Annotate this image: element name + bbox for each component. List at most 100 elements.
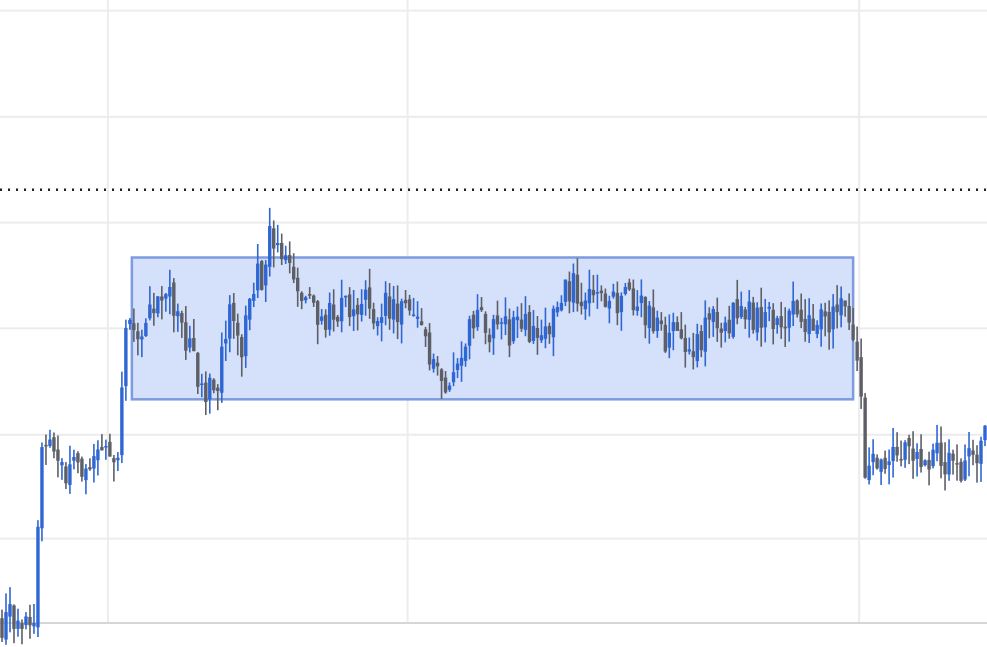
- candle-body: [931, 450, 934, 466]
- candle-body: [540, 335, 543, 340]
- candle-body: [664, 325, 667, 352]
- candle-body: [564, 279, 567, 301]
- candle-body: [148, 305, 151, 319]
- candle-body: [412, 315, 415, 317]
- candle-body: [68, 464, 71, 485]
- candle-body: [444, 378, 447, 393]
- candle-body: [500, 322, 503, 324]
- candle-body: [284, 255, 287, 260]
- candle-body: [436, 363, 439, 367]
- candle-body: [803, 319, 806, 332]
- candle-body: [552, 309, 555, 338]
- candle-body: [76, 453, 79, 462]
- candle-body: [384, 293, 387, 316]
- candle-body: [955, 463, 958, 465]
- candle-body: [875, 458, 878, 469]
- candle-body: [636, 306, 639, 310]
- candle-body: [831, 307, 834, 330]
- candle-body: [556, 307, 559, 312]
- candle-body: [352, 309, 355, 316]
- candle-body: [56, 450, 59, 461]
- candle-body: [871, 454, 874, 462]
- candle-body: [915, 452, 918, 459]
- candle-body: [124, 328, 127, 386]
- candle-body: [256, 264, 259, 291]
- candle-body: [608, 301, 611, 309]
- candle-body: [895, 447, 898, 456]
- candle-body: [468, 319, 471, 346]
- candle-body: [248, 299, 251, 320]
- candle-body: [744, 309, 747, 319]
- candle-body: [396, 304, 399, 322]
- candle-body: [80, 459, 83, 477]
- candle-body: [724, 323, 727, 332]
- candle-body: [740, 306, 743, 317]
- candle-body: [464, 347, 467, 361]
- candle-body: [807, 315, 810, 334]
- candle-body: [512, 317, 515, 341]
- candle-body: [927, 460, 930, 470]
- candle-body: [232, 303, 235, 321]
- candle-body: [584, 300, 587, 309]
- candle-body: [700, 331, 703, 350]
- candle-body: [839, 298, 842, 315]
- candle-body: [424, 329, 427, 336]
- candle-body: [732, 303, 735, 337]
- candle-body: [200, 384, 203, 386]
- candle-body: [428, 333, 431, 365]
- candle-body: [204, 383, 207, 402]
- candle-body: [404, 300, 407, 303]
- candle-body: [408, 299, 411, 310]
- candle-body: [348, 294, 351, 317]
- candle-body: [160, 296, 163, 300]
- candle-body: [891, 447, 894, 461]
- candle-body: [364, 290, 367, 300]
- candle-body: [416, 317, 419, 319]
- candle-body: [24, 616, 27, 625]
- candle-body: [164, 294, 167, 298]
- candle-body: [680, 329, 683, 338]
- candle-body: [528, 312, 531, 342]
- candle-body: [947, 453, 950, 475]
- candle-body: [16, 621, 19, 629]
- candle-body: [524, 314, 527, 330]
- candle-body: [484, 314, 487, 333]
- candle-body: [819, 309, 822, 329]
- candle-body: [979, 441, 982, 464]
- candle-body: [492, 319, 495, 338]
- candle-body: [776, 318, 779, 325]
- candle-body: [939, 443, 942, 466]
- candle-body: [604, 294, 607, 307]
- candle-body: [923, 460, 926, 465]
- candle-body: [728, 320, 731, 334]
- candle-body: [504, 316, 507, 324]
- candle-body: [332, 304, 335, 319]
- candle-body: [100, 447, 103, 450]
- candle-body: [296, 278, 299, 292]
- candle-body: [84, 469, 87, 481]
- candle-body: [28, 617, 31, 625]
- candle-body: [967, 448, 970, 456]
- candle-body: [696, 334, 699, 361]
- candle-body: [532, 326, 535, 341]
- candle-body: [280, 243, 283, 259]
- candle-body: [975, 455, 978, 464]
- candle-body: [176, 311, 179, 316]
- candle-body: [168, 287, 171, 297]
- candle-body: [344, 296, 347, 298]
- candle-body: [440, 369, 443, 381]
- candle-body: [692, 351, 695, 357]
- candle-body: [600, 291, 603, 293]
- candle-body: [887, 461, 890, 465]
- candle-body: [716, 312, 719, 328]
- candle-body: [456, 364, 459, 370]
- candle-body: [963, 460, 966, 479]
- candle-body: [268, 226, 271, 267]
- candle-body: [224, 339, 227, 343]
- candle-body: [376, 321, 379, 326]
- candle-body: [336, 317, 339, 322]
- candle-body: [592, 290, 595, 295]
- candle-body: [568, 281, 571, 301]
- candle-body: [476, 310, 479, 327]
